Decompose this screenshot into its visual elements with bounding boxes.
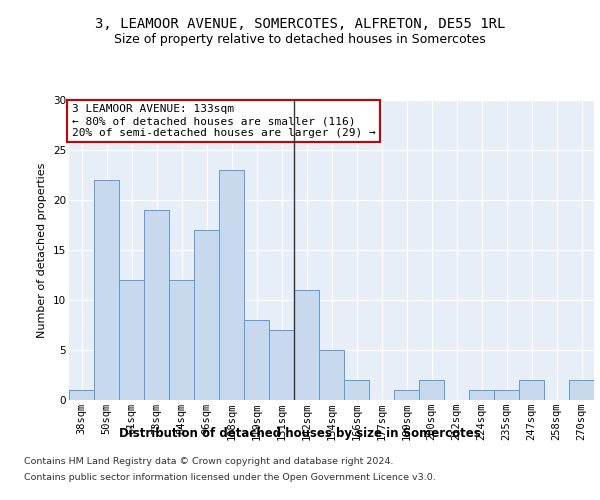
- Bar: [119, 280, 144, 400]
- Text: Contains HM Land Registry data © Crown copyright and database right 2024.: Contains HM Land Registry data © Crown c…: [24, 458, 394, 466]
- Bar: [569, 380, 594, 400]
- Text: Size of property relative to detached houses in Somercotes: Size of property relative to detached ho…: [114, 32, 486, 46]
- Text: Contains public sector information licensed under the Open Government Licence v3: Contains public sector information licen…: [24, 472, 436, 482]
- Bar: [194, 230, 219, 400]
- Bar: [294, 290, 319, 400]
- Text: 3, LEAMOOR AVENUE, SOMERCOTES, ALFRETON, DE55 1RL: 3, LEAMOOR AVENUE, SOMERCOTES, ALFRETON,…: [95, 18, 505, 32]
- Bar: [69, 390, 94, 400]
- Y-axis label: Number of detached properties: Number of detached properties: [37, 162, 47, 338]
- Text: 3 LEAMOOR AVENUE: 133sqm
← 80% of detached houses are smaller (116)
20% of semi-: 3 LEAMOOR AVENUE: 133sqm ← 80% of detach…: [71, 104, 376, 138]
- Bar: [519, 380, 544, 400]
- Bar: [219, 170, 244, 400]
- Text: Distribution of detached houses by size in Somercotes: Distribution of detached houses by size …: [119, 428, 481, 440]
- Bar: [269, 330, 294, 400]
- Bar: [494, 390, 519, 400]
- Bar: [319, 350, 344, 400]
- Bar: [169, 280, 194, 400]
- Bar: [144, 210, 169, 400]
- Bar: [344, 380, 369, 400]
- Bar: [244, 320, 269, 400]
- Bar: [419, 380, 444, 400]
- Bar: [394, 390, 419, 400]
- Bar: [94, 180, 119, 400]
- Bar: [469, 390, 494, 400]
